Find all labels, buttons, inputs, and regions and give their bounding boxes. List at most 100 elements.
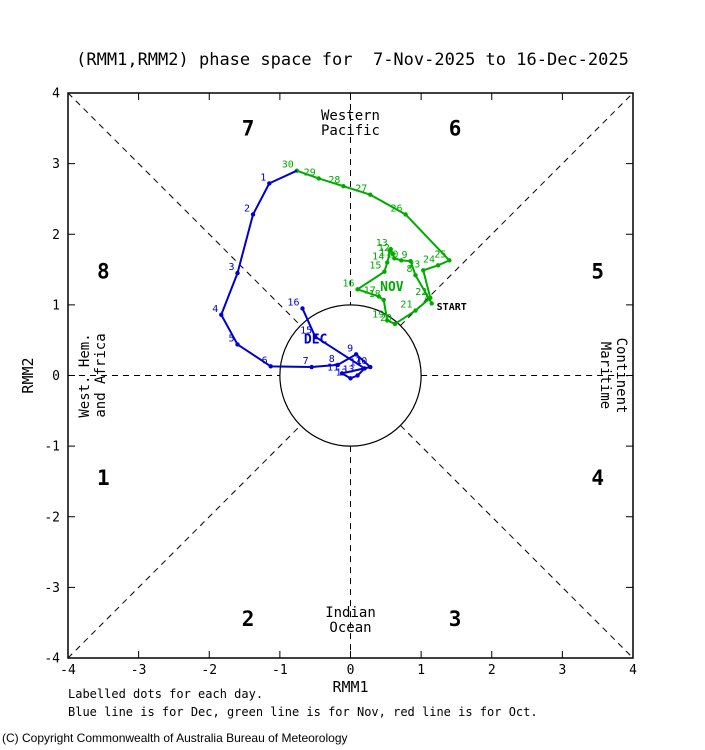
footnote-legend: Blue line is for Dec, green line is for …: [68, 705, 538, 719]
chart-title: (RMM1,RMM2) phase space for 7-Nov-2025 t…: [76, 50, 629, 70]
dec-day-label: 12: [335, 367, 347, 378]
dec-day-dot: [312, 334, 318, 339]
y-axis-label: RMM2: [19, 357, 37, 393]
nov-day-label: 7: [423, 292, 429, 303]
nov-day-label: 9: [402, 250, 408, 261]
dec-day-label: 10: [355, 356, 367, 367]
nov-day-label: 27: [355, 184, 367, 195]
dec-day-dot: [348, 376, 353, 381]
nov-day-dot: [316, 176, 321, 181]
x-tick-label: -3: [131, 663, 147, 678]
dec-day-dot: [235, 270, 240, 276]
nov-day-label: 18: [369, 289, 381, 300]
x-tick-label: -4: [60, 663, 76, 678]
x-tick-label: -1: [272, 663, 288, 678]
dec-day-dot: [309, 364, 314, 370]
y-tick-label: 4: [52, 87, 60, 102]
nov-day-label: 28: [328, 175, 340, 186]
dec-track: [220, 182, 372, 380]
nov-day-dot: [403, 212, 408, 217]
nov-day-label: 30: [282, 160, 294, 171]
footnote-dots: Labelled dots for each day.: [68, 687, 264, 701]
nov-day-dot: [390, 251, 396, 257]
nov-day-dot: [447, 258, 452, 263]
phase-1-label: 1: [97, 466, 110, 490]
phase-6-label: 6: [449, 116, 462, 140]
dec-day-dot: [267, 181, 272, 186]
dec-day-label: 8: [329, 354, 335, 365]
dec-day-dot: [335, 362, 340, 368]
dec-month-label: DEC: [304, 333, 327, 348]
dec-day-label: 4: [212, 304, 218, 315]
dec-day-dot: [300, 306, 305, 311]
nov-day-dot: [399, 258, 404, 263]
dec-day-dot: [250, 212, 256, 217]
y-tick-label: 1: [52, 298, 60, 313]
nov-day-dot: [392, 256, 397, 261]
dec-day-dot: [235, 342, 240, 347]
nov-day-label: 21: [400, 300, 412, 311]
nov-day-label: 13: [376, 238, 388, 249]
nov-day-label: 11: [379, 247, 391, 258]
y-tick-label: 0: [52, 369, 60, 384]
region-label: Ocean: [329, 620, 371, 636]
phase-5-label: 5: [591, 260, 604, 284]
x-tick-label: 0: [347, 663, 355, 678]
nov-day-label: 8: [406, 264, 412, 275]
nov-day-label: 22: [415, 287, 427, 298]
dec-day-label: 15: [300, 326, 312, 337]
region-label: Indian: [325, 605, 376, 621]
nov-day-label: 20: [380, 313, 392, 324]
sector-divider-line: [67, 425, 301, 659]
nov-day-label: 14: [372, 252, 384, 263]
dec-day-label: 2: [244, 203, 250, 214]
nov-day-dot: [421, 268, 426, 273]
unit-circle: [279, 304, 422, 447]
phase-4-label: 4: [591, 466, 604, 490]
dec-day-label: 11: [327, 362, 339, 373]
dec-month-connector: [268, 169, 298, 185]
y-tick-label: -2: [44, 510, 60, 525]
sector-divider-line: [67, 92, 301, 326]
y-tick-label: -3: [44, 581, 60, 596]
dec-day-dot: [368, 364, 373, 370]
nov-day-dot: [385, 260, 390, 265]
nov-day-dot: [428, 295, 433, 301]
sector-divider-line: [400, 425, 634, 659]
sector-divider-line: [400, 92, 634, 326]
nov-day-dot: [429, 301, 434, 306]
dec-day-dot: [355, 373, 360, 378]
y-tick-label: 2: [52, 228, 60, 243]
x-axis-label: RMM1: [332, 678, 368, 696]
x-tick-label: 1: [417, 663, 425, 678]
nov-day-dot: [376, 294, 381, 299]
nov-day-dot: [341, 184, 346, 189]
x-tick-label: 2: [488, 663, 496, 678]
dec-day-dot: [339, 371, 345, 376]
y-tick-label: -4: [44, 652, 60, 667]
nov-day-dot: [368, 192, 373, 197]
nov-day-label: 29: [304, 167, 316, 178]
region-label: West. Hem.: [77, 333, 93, 417]
dec-day-dot: [353, 352, 359, 357]
dec-day-label: 13: [343, 365, 355, 376]
nov-day-label: 12: [378, 243, 390, 254]
nov-day-label: 23: [408, 259, 420, 270]
copyright-text: (C) Copyright Commonwealth of Australia …: [2, 731, 348, 745]
nov-day-label: 16: [343, 278, 355, 289]
region-label: Continent: [613, 338, 629, 414]
region-label: Pacific: [321, 123, 380, 139]
dec-day-dot: [219, 312, 224, 317]
start-label: START: [437, 302, 467, 313]
phase-8-label: 8: [97, 260, 110, 284]
dec-day-dot: [362, 366, 367, 371]
nov-day-label: 25: [434, 249, 446, 260]
nov-day-dot: [435, 263, 441, 268]
dec-day-label: 3: [228, 262, 234, 273]
nov-day-dot: [392, 321, 398, 327]
x-tick-label: 3: [558, 663, 566, 678]
nov-day-dot: [413, 273, 418, 278]
dec-day-label: 14: [350, 357, 362, 368]
